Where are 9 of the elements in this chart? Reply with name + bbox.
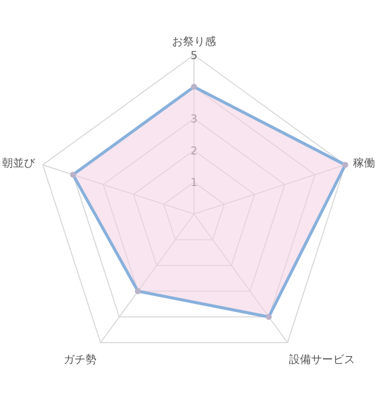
spoke-label: 設備サービス xyxy=(289,353,356,366)
spoke-label: 稼働 xyxy=(352,156,375,170)
y-tick-label: 2 xyxy=(190,144,198,158)
spoke-label: 朝並び xyxy=(2,156,36,170)
y-tick-label: 1 xyxy=(190,176,198,190)
spoke-label: ガチ勢 xyxy=(63,353,96,366)
spoke-label: お祭り感 xyxy=(172,35,216,48)
y-tick-label: 3 xyxy=(190,112,198,126)
y-tick-label: 5 xyxy=(190,49,198,62)
